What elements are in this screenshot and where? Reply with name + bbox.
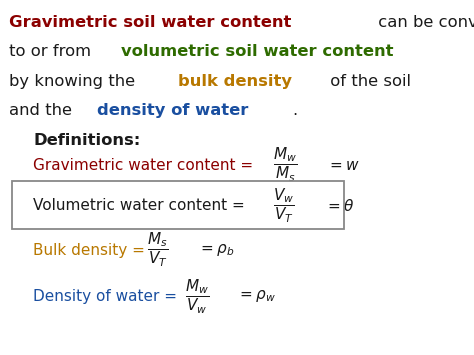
Text: Definitions:: Definitions: (33, 133, 141, 148)
Text: bulk density: bulk density (178, 74, 292, 89)
Text: Gravimetric soil water content: Gravimetric soil water content (9, 15, 291, 30)
Text: $ = \rho_b$: $ = \rho_b$ (198, 242, 235, 258)
Text: $ = w$: $ = w$ (327, 158, 360, 173)
Text: of the soil: of the soil (325, 74, 411, 89)
Text: volumetric soil water content: volumetric soil water content (121, 44, 394, 59)
Text: $\dfrac{M_w}{V_w}$: $\dfrac{M_w}{V_w}$ (185, 277, 209, 316)
Text: and the: and the (9, 103, 77, 118)
Text: $\dfrac{M_s}{V_T}$: $\dfrac{M_s}{V_T}$ (147, 231, 168, 269)
Text: $ = \rho_w$: $ = \rho_w$ (237, 288, 276, 305)
Text: $\dfrac{M_w}{M_s}$: $\dfrac{M_w}{M_s}$ (273, 146, 297, 184)
Text: $ = \theta$: $ = \theta$ (325, 198, 355, 214)
Text: Volumetric water content =: Volumetric water content = (33, 198, 245, 213)
Text: Density of water =: Density of water = (33, 289, 177, 304)
Text: can be converted: can be converted (373, 15, 474, 30)
Text: Gravimetric water content =: Gravimetric water content = (33, 158, 253, 173)
Text: $\dfrac{V_w}{V_T}$: $\dfrac{V_w}{V_T}$ (273, 187, 294, 225)
Text: .: . (292, 103, 297, 118)
Text: to or from: to or from (9, 44, 96, 59)
Text: density of water: density of water (97, 103, 248, 118)
Text: Bulk density =: Bulk density = (33, 243, 145, 258)
Text: by knowing the: by knowing the (9, 74, 140, 89)
